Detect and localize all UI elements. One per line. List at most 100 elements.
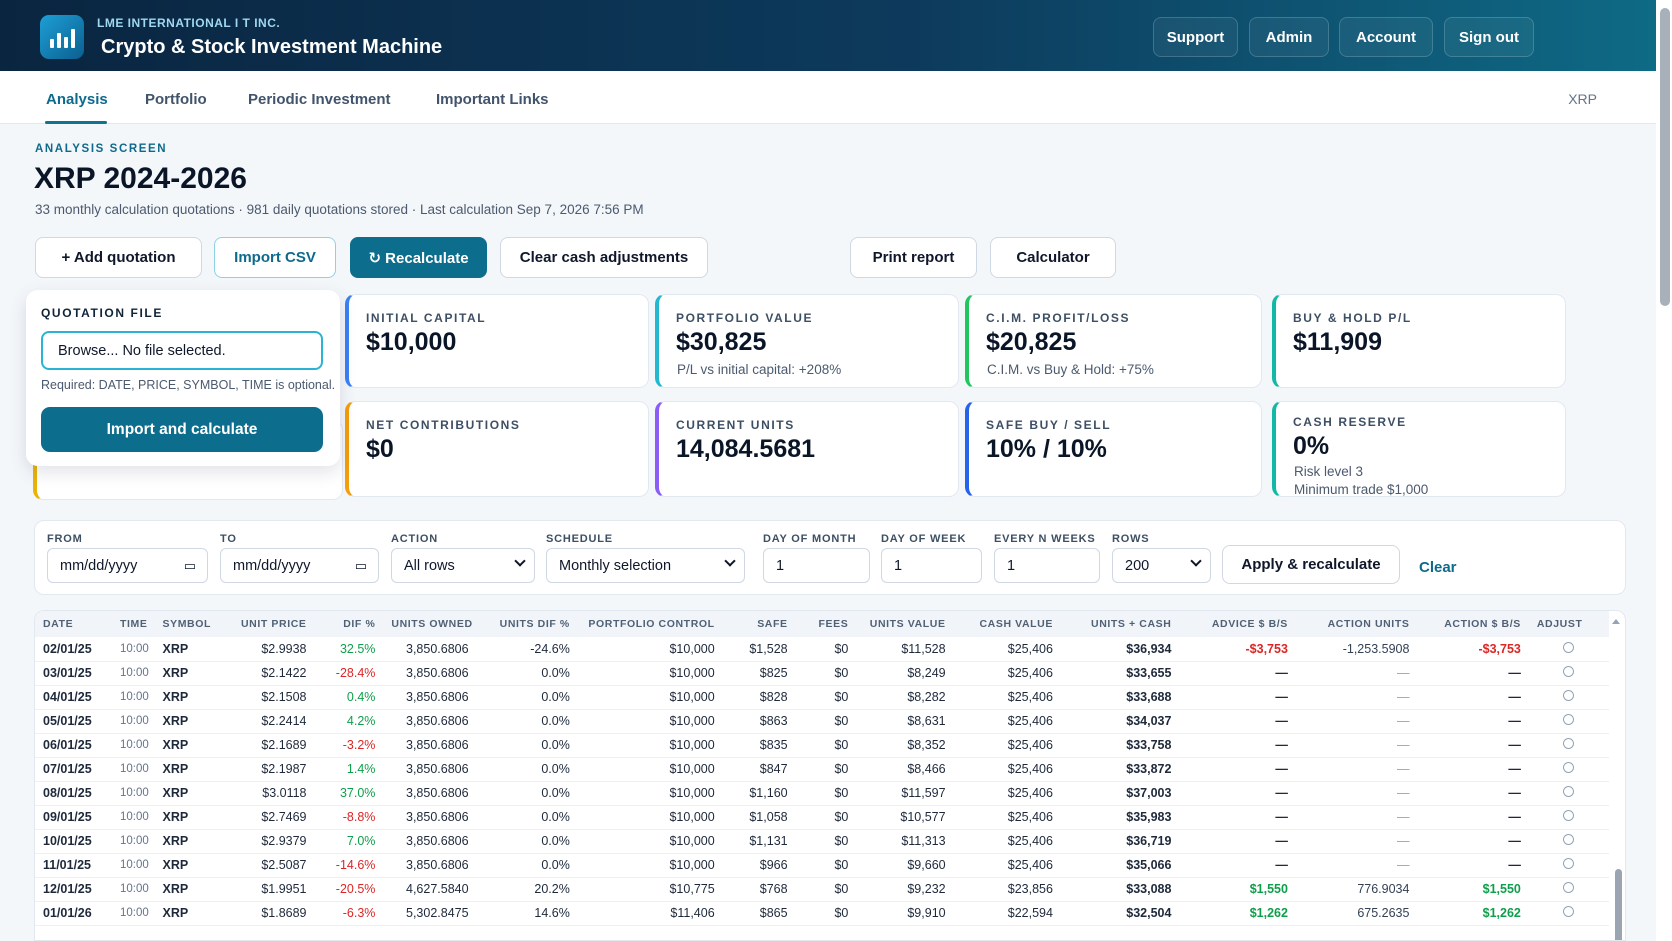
table-cell: $10,000 [577,781,723,806]
adjust-radio[interactable] [1563,834,1575,845]
column-header[interactable]: UNITS DIF % [499,618,570,630]
table-cell: $11,406 [577,901,723,926]
tab-portfolio[interactable]: Portfolio [145,91,207,108]
column-header[interactable]: SYMBOL [162,618,212,630]
day-of-week-input[interactable]: 1 [881,548,982,583]
adjust-radio[interactable] [1563,786,1575,797]
every-n-weeks-input[interactable]: 1 [994,548,1100,583]
table-cell: $2.1689 [215,733,315,758]
tab-periodic-investment[interactable]: Periodic Investment [248,91,391,108]
action-select[interactable]: All rows [391,548,535,583]
column-header[interactable]: ADVICE $ B/S [1211,618,1288,630]
day-of-month-input[interactable]: 1 [763,548,870,583]
adjust-radio[interactable] [1563,641,1575,653]
column-header[interactable]: ACTION UNITS [1327,618,1410,630]
column-header[interactable]: FEES [818,618,849,630]
table-cell: $9,660 [856,853,954,878]
table-cell: — [1179,781,1296,806]
clear-filters-link[interactable]: Clear [1419,559,1457,576]
table-row[interactable]: 12/01/25 10:00 XRP $1.9951 -20.5% 4,627.5840 2… [35,877,1609,902]
table-cell: 10:00 [111,829,155,854]
column-header[interactable]: CASH VALUE [979,618,1053,630]
to-date-input[interactable]: mm/dd/yyyy ▭ [220,548,379,583]
table-cell: XRP [154,781,216,806]
table-cell: $32,504 [1060,901,1180,926]
tab-important-links[interactable]: Important Links [436,91,549,108]
admin-button[interactable]: Admin [1249,17,1329,57]
print-report-button[interactable]: Print report [850,237,977,278]
adjust-radio[interactable] [1563,690,1575,701]
import-csv-button[interactable]: Import CSV [214,237,336,278]
quotation-file-input[interactable]: Browse... No file selected. [41,331,323,370]
table-scrollbar[interactable] [1612,613,1624,940]
column-header[interactable]: UNIT PRICE [241,618,307,630]
column-header[interactable]: ADJUST [1536,618,1583,630]
schedule-select[interactable]: Monthly selection [546,548,745,583]
filter-bar: FROM mm/dd/yyyy ▭ TO mm/dd/yyyy ▭ ACTION A… [34,520,1626,595]
table-cell: 02/01/25 [35,637,112,662]
column-header[interactable]: UNITS + CASH [1091,618,1172,630]
table-cell: XRP [154,661,216,686]
sign-out-button[interactable]: Sign out [1444,17,1534,57]
table-cell: 0.0% [476,853,578,878]
adjust-radio[interactable] [1563,882,1575,893]
column-header[interactable]: TIME [119,618,148,630]
page-scrollbar[interactable] [1656,0,1672,941]
table-cell: — [1295,757,1418,782]
card-value: $11,909 [1293,328,1382,356]
table-row[interactable]: 05/01/25 10:00 XRP $2.2414 4.2% 3,850.6806 0.0… [35,709,1609,734]
column-header[interactable]: DATE [43,618,74,630]
table-cell: XRP [154,877,216,902]
table-cell: $2.5087 [215,853,315,878]
page-scrollbar-thumb[interactable] [1660,8,1670,306]
table-cell: $11,313 [856,829,954,854]
table-cell: 0.0% [476,757,578,782]
table-row[interactable]: 02/01/25 10:00 XRP $2.9938 32.5% 3,850.6806 -2… [35,637,1609,662]
table-cell: $37,003 [1060,781,1180,806]
adjust-radio[interactable] [1563,714,1575,725]
table-row[interactable]: 11/01/25 10:00 XRP $2.5087 -14.6% 3,850.6806 0… [35,853,1609,878]
column-header[interactable]: ACTION $ B/S [1444,618,1521,630]
adjust-radio[interactable] [1563,858,1575,869]
table-row[interactable]: 04/01/25 10:00 XRP $2.1508 0.4% 3,850.6806 0.0… [35,685,1609,710]
account-button[interactable]: Account [1339,17,1433,57]
table-row[interactable]: 07/01/25 10:00 XRP $2.1987 1.4% 3,850.6806 0.0… [35,757,1609,782]
tab-analysis[interactable]: Analysis [46,91,108,108]
table-scrollbar-thumb[interactable] [1615,869,1622,940]
table-row[interactable]: 06/01/25 10:00 XRP $2.1689 -3.2% 3,850.6806 0.… [35,733,1609,758]
table-cell: 0.0% [476,805,578,830]
table-row[interactable]: 03/01/25 10:00 XRP $2.1422 -28.4% 3,850.6806 0… [35,661,1609,686]
rows-select[interactable]: 200 [1112,548,1211,583]
table-cell: 10:00 [111,877,155,902]
table-cell: 3,850.6806 [383,805,477,830]
calculator-button[interactable]: Calculator [990,237,1116,278]
table-row[interactable]: 08/01/25 10:00 XRP $3.0118 37.0% 3,850.6806 0.… [35,781,1609,806]
column-header[interactable]: PORTFOLIO CONTROL [588,618,715,630]
app-header: LME INTERNATIONAL I T INC. Crypto & Stoc… [0,0,1656,71]
adjust-radio[interactable] [1563,762,1575,773]
table-cell: XRP [154,757,216,782]
column-header[interactable]: SAFE [757,618,788,630]
scroll-up-arrow-icon[interactable] [1612,619,1620,624]
card-label: CURRENT UNITS [676,418,795,432]
adjust-radio[interactable] [1563,666,1575,677]
import-and-calculate-button[interactable]: Import and calculate [41,407,323,452]
table-row[interactable]: 10/01/25 10:00 XRP $2.9379 7.0% 3,850.6806 0.0… [35,829,1609,854]
column-header[interactable]: DIF % [343,618,376,630]
adjust-radio[interactable] [1563,810,1575,821]
table-row[interactable]: 01/01/26 10:00 XRP $1.8689 -6.3% 5,302.8475 14… [35,901,1609,926]
clear-cash-adjustments-button[interactable]: Clear cash adjustments [500,237,708,278]
table-row[interactable]: 09/01/25 10:00 XRP $2.7469 -8.8% 3,850.6806 0.… [35,805,1609,830]
adjust-radio[interactable] [1563,738,1575,749]
from-date-input[interactable]: mm/dd/yyyy ▭ [47,548,208,583]
apply-recalculate-button[interactable]: Apply & recalculate [1222,545,1400,584]
recalculate-button[interactable]: ↻ Recalculate [350,237,487,278]
support-button[interactable]: Support [1153,17,1238,57]
table-cell: 3,850.6806 [383,853,477,878]
column-header[interactable]: UNITS VALUE [869,618,946,630]
table-cell: — [1417,805,1529,830]
table-cell: — [1179,805,1296,830]
column-header[interactable]: UNITS OWNED [391,618,473,630]
add-quotation-button[interactable]: + Add quotation [35,237,202,278]
adjust-radio[interactable] [1563,906,1575,917]
